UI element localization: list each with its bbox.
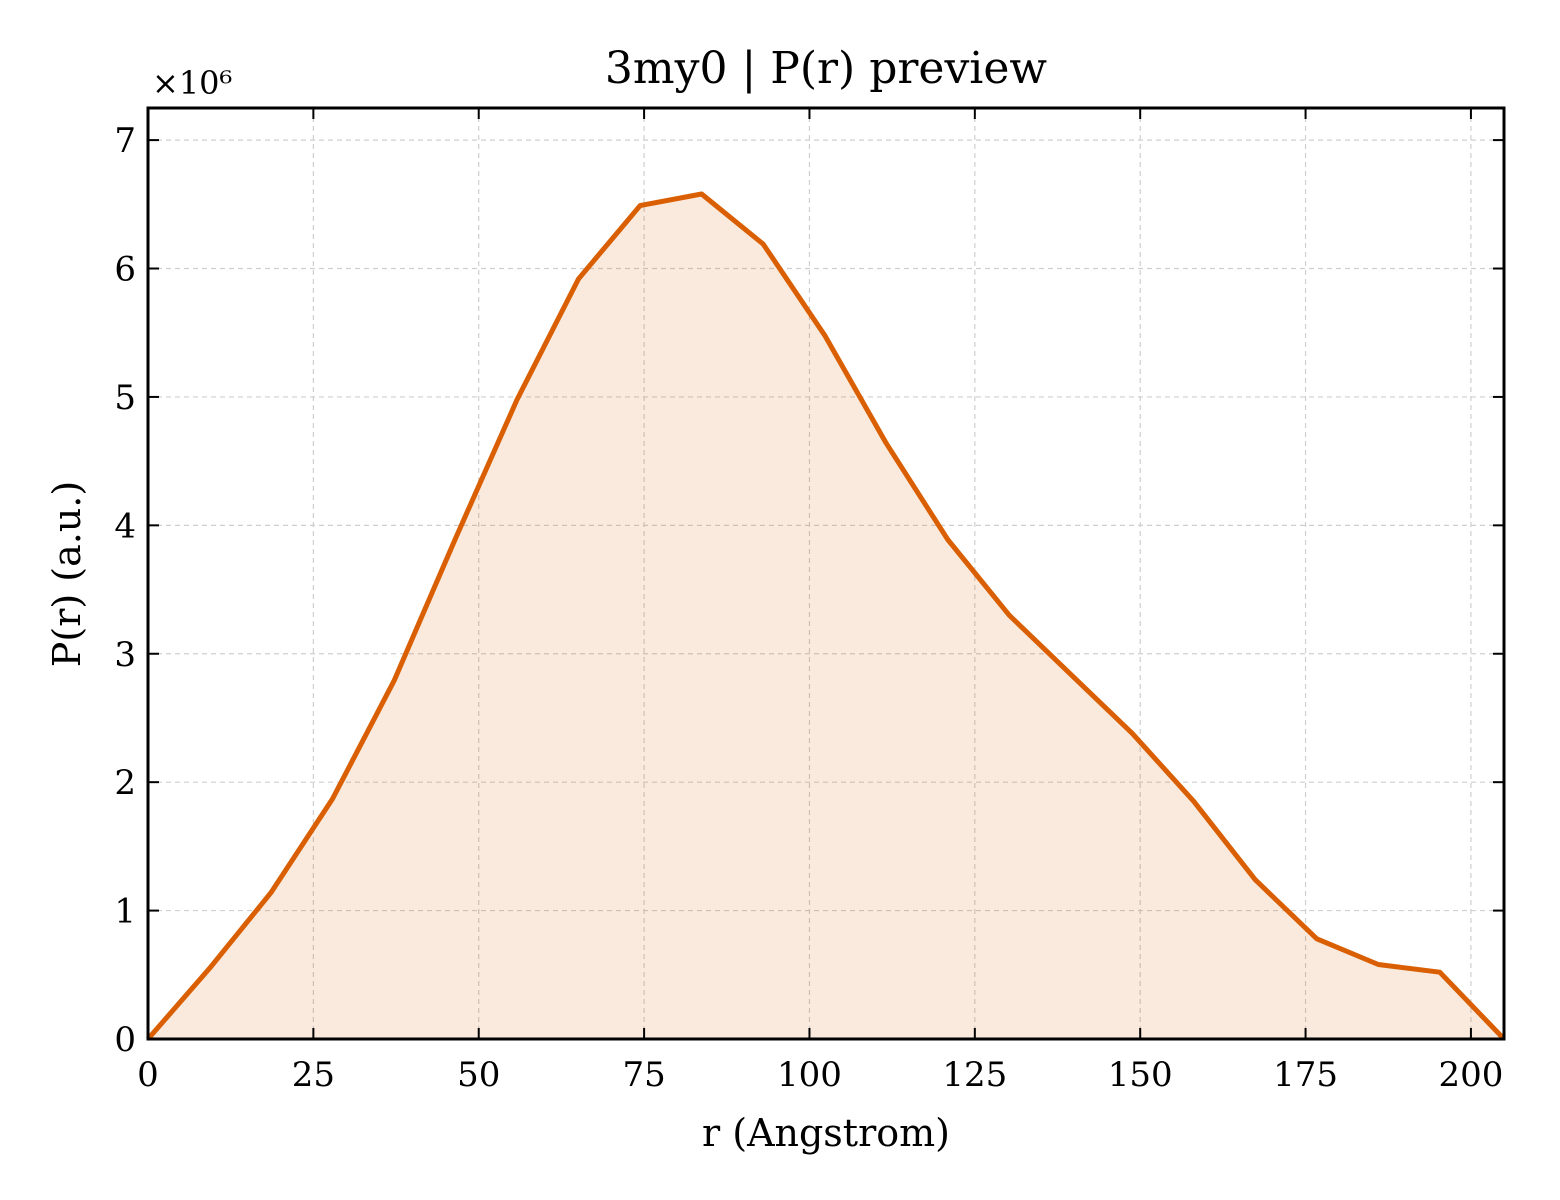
y-tick-label: 2 [114, 763, 136, 803]
x-tick-label: 50 [457, 1055, 500, 1095]
plot-frame [146, 106, 1506, 1041]
x-tick-label: 125 [942, 1055, 1007, 1095]
chart-title: 3my0 | P(r) preview [605, 43, 1048, 94]
x-tick-label: 0 [137, 1055, 159, 1095]
y-tick-label: 1 [114, 892, 136, 932]
y-offset-label: ×10⁶ [152, 64, 232, 102]
tick-layer: 0 25 50 75 100 125 150 175 200 0 1 2 3 4 5 6 7 [114, 108, 1504, 1095]
x-tick-label: 150 [1108, 1055, 1173, 1095]
x-axis-label: r (Angstrom) [702, 1111, 950, 1155]
y-tick-label: 6 [114, 250, 136, 290]
x-tick-label: 100 [777, 1055, 842, 1095]
grid-layer [148, 108, 1504, 1039]
x-tick-label: 75 [622, 1055, 665, 1095]
y-tick-label: 5 [114, 378, 136, 418]
series-area-fill [148, 194, 1504, 1039]
y-tick-label: 4 [114, 506, 136, 546]
x-tick-label: 25 [292, 1055, 335, 1095]
y-tick-label: 3 [114, 635, 136, 675]
y-tick-label: 0 [114, 1020, 136, 1060]
x-tick-label: 175 [1273, 1055, 1338, 1095]
y-axis-label: P(r) (a.u.) [45, 481, 89, 667]
x-tick-label: 200 [1438, 1055, 1503, 1095]
y-tick-label: 7 [114, 121, 136, 161]
series-layer [146, 191, 1506, 1041]
